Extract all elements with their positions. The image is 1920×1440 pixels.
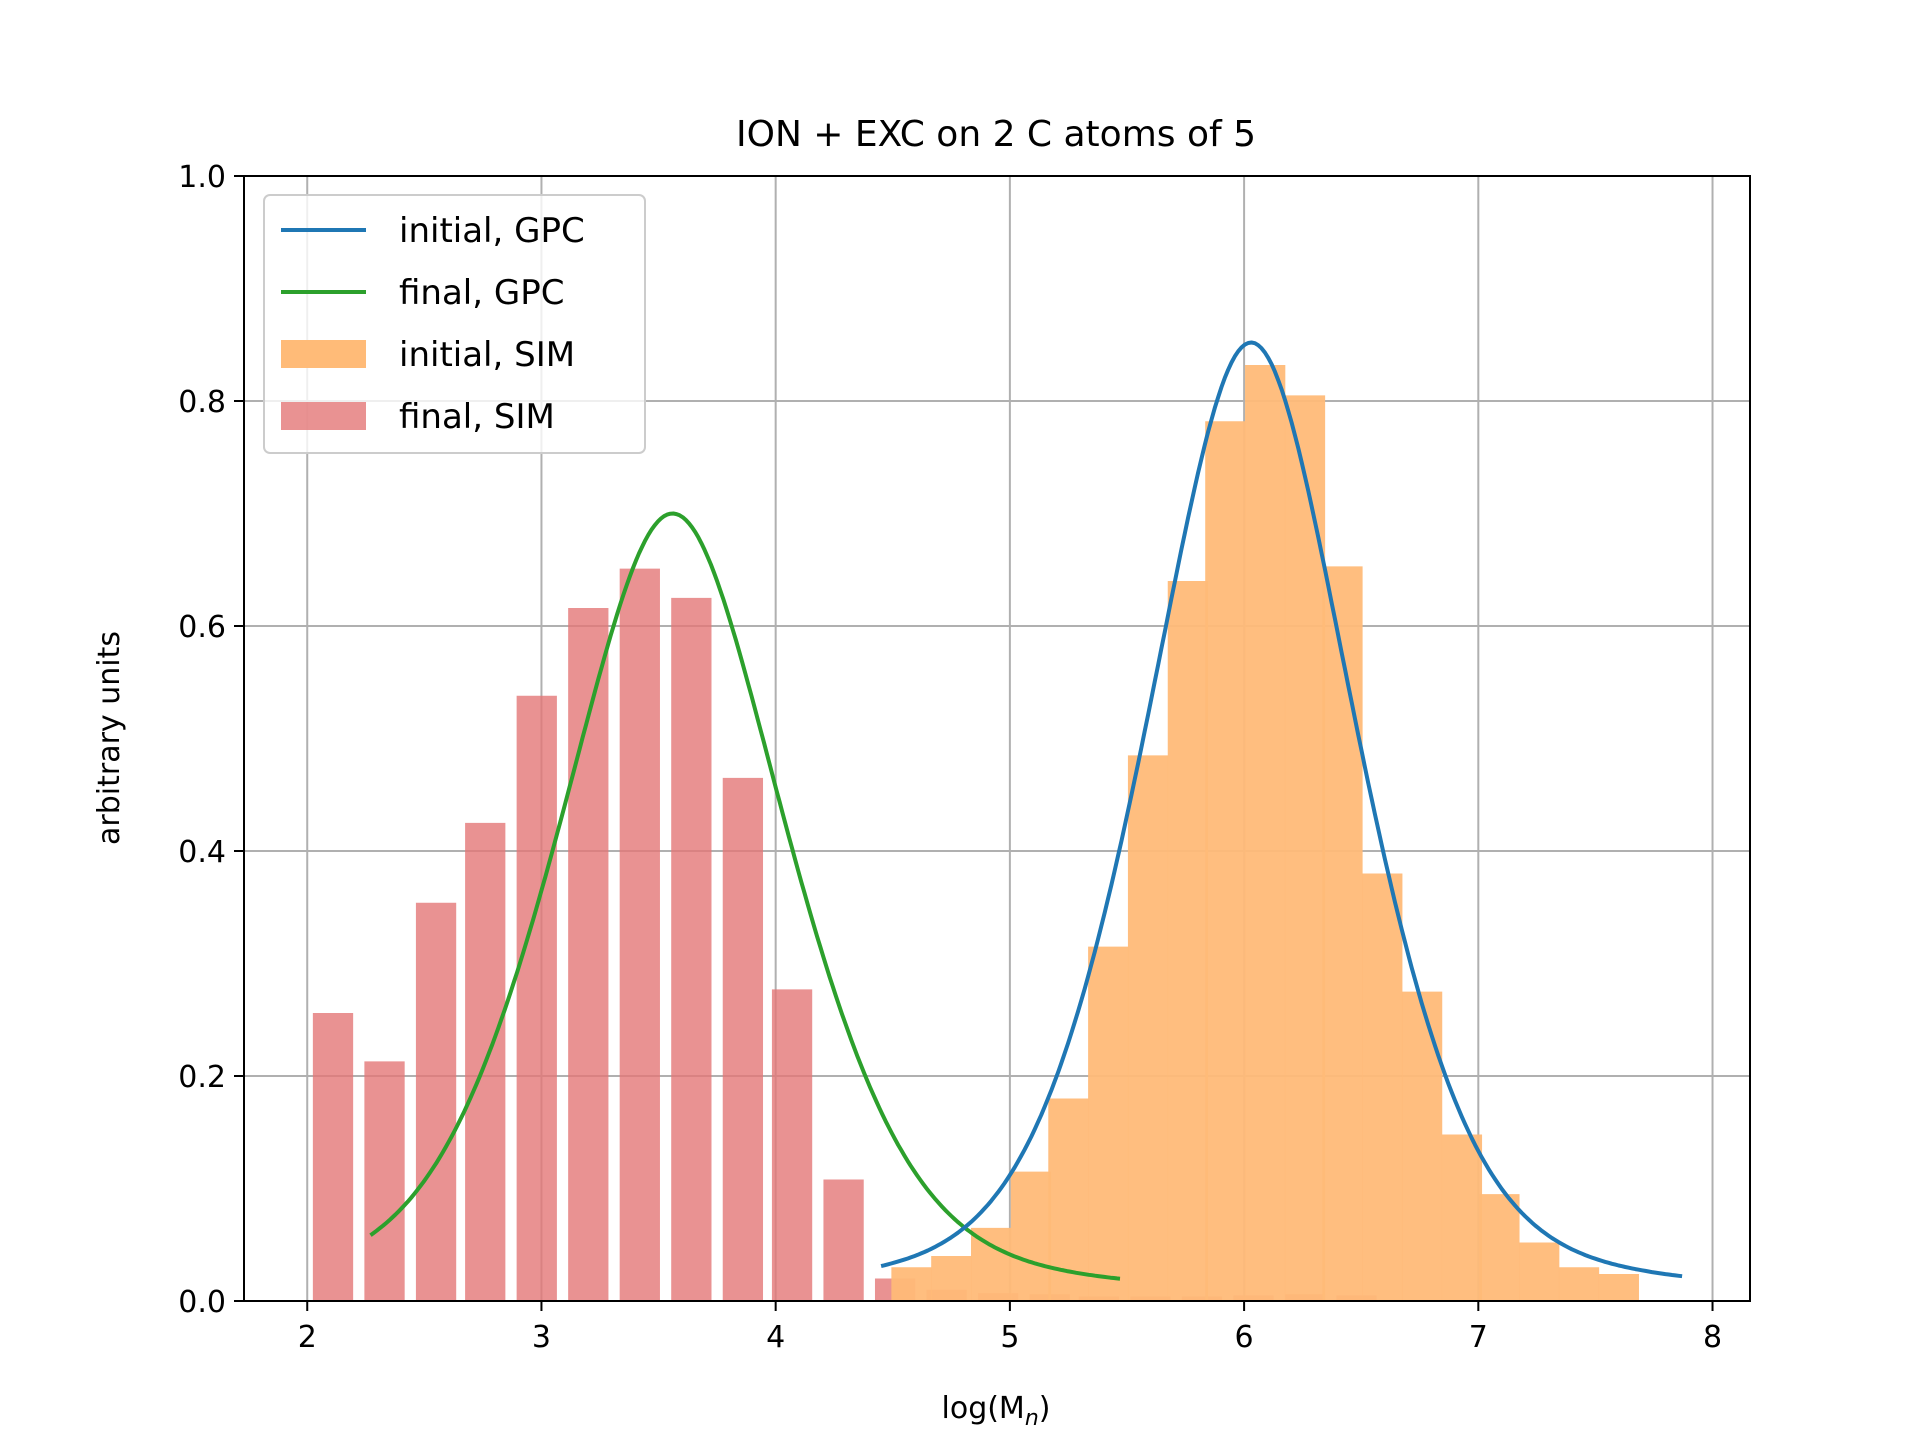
x-axis-label-close: ) [1039, 1391, 1051, 1426]
y-tick-label: 0.6 [178, 610, 226, 645]
y-tick-label: 1.0 [178, 160, 226, 195]
initial-gpc-line [880, 340, 1683, 1279]
x-tick-label: 7 [1469, 1320, 1488, 1355]
initial-sim-bar [891, 1267, 932, 1301]
final-sim-bar [722, 777, 764, 1301]
gpc-lines [369, 340, 1683, 1281]
legend-label-initial-gpc: initial, GPC [399, 211, 585, 251]
final-sim-bar [823, 1179, 864, 1301]
initial-sim-bar [1284, 395, 1326, 1301]
y-tick-label: 0.8 [178, 385, 226, 420]
initial-sim-bar [1245, 365, 1286, 1301]
final-gpc-line [369, 511, 1121, 1281]
final-sim-bar [516, 695, 557, 1301]
initial-sim-bar [1010, 1171, 1052, 1301]
initial-sim-bar [1205, 421, 1246, 1301]
final-sim-bar [771, 989, 813, 1301]
x-tick-label: 6 [1235, 1320, 1254, 1355]
y-axis-label: arbitrary units [92, 631, 127, 845]
initial-sim-bar [971, 1227, 1012, 1301]
initial-sim-bar [1558, 1267, 1600, 1301]
initial-sim-bar [1441, 1134, 1483, 1301]
x-tick-label: 4 [766, 1320, 785, 1355]
legend-label-initial-sim: initial, SIM [399, 335, 575, 375]
initial-sim-bar [1322, 566, 1363, 1301]
y-tick-label: 0.2 [178, 1060, 226, 1095]
x-tick-label: 5 [1000, 1320, 1019, 1355]
legend-swatch-initial-sim [281, 340, 366, 368]
initial-sim-bar [1401, 991, 1443, 1301]
initial-sim-bar [1479, 1194, 1520, 1301]
plot-frame [243, 175, 1751, 1302]
y-tick-label: 0.0 [178, 1285, 226, 1320]
axis-ticks: 2 3 4 5 6 7 8 0.0 0.2 0.4 0.6 0.8 1.0 [178, 160, 1722, 1355]
initial-sim-bar [1167, 581, 1209, 1301]
legend-box [263, 194, 646, 454]
y-tick-label: 0.4 [178, 835, 226, 870]
initial-sim-bar [1519, 1242, 1560, 1301]
initial-sim-bar [1362, 873, 1403, 1301]
legend-label-final-sim: final, SIM [399, 397, 555, 437]
x-tick-label: 8 [1703, 1320, 1722, 1355]
legend-label-final-gpc: final, GPC [399, 273, 564, 313]
final-sim-bar [415, 902, 457, 1301]
chart-title: ION + EXC on 2 C atoms of 5 [736, 114, 1256, 155]
final-sim-bars [312, 568, 1377, 1301]
initial-sim-bar [1088, 946, 1129, 1301]
legend: initial, GPC final, GPC initial, SIM fin… [263, 194, 646, 454]
x-axis-label-subscript: n [1025, 1406, 1039, 1431]
final-sim-bar [671, 597, 712, 1301]
x-axis-label: log(Mn) [942, 1391, 1051, 1431]
initial-sim-bar [1127, 755, 1169, 1301]
final-sim-bar [364, 1061, 405, 1301]
final-sim-bar [312, 1013, 354, 1301]
x-axis-label-main: log(M [942, 1391, 1025, 1426]
x-tick-label: 3 [532, 1320, 551, 1355]
initial-sim-bar [931, 1256, 972, 1301]
initial-sim-bar [1598, 1274, 1639, 1301]
x-tick-label: 2 [298, 1320, 317, 1355]
legend-swatch-final-sim [281, 402, 366, 430]
final-sim-bar [619, 568, 660, 1301]
